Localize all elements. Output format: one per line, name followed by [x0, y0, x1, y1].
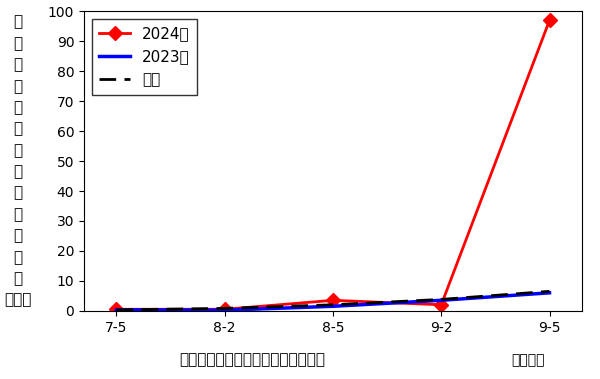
2023年 — [546, 291, 553, 295]
Legend: 2024年, 2023年, 平年: 2024年, 2023年, 平年 — [92, 19, 197, 95]
Text: い: い — [13, 164, 23, 179]
Text: ０: ０ — [13, 36, 23, 51]
Line: 2023年: 2023年 — [116, 293, 550, 310]
Text: た: た — [13, 100, 23, 115]
2024年 — [221, 307, 229, 312]
平年 — [329, 302, 337, 307]
Line: 平年: 平年 — [116, 291, 550, 310]
Line: 2024年: 2024年 — [112, 16, 554, 314]
2024年 — [437, 302, 445, 307]
平年 — [221, 306, 229, 311]
2024年 — [329, 298, 337, 302]
Text: 数: 数 — [13, 271, 23, 286]
平年 — [546, 289, 553, 294]
2023年 — [221, 308, 229, 312]
Text: （頭）: （頭） — [4, 293, 32, 308]
Text: り: り — [13, 122, 23, 136]
平年 — [437, 297, 445, 302]
Text: 虫: 虫 — [13, 250, 23, 265]
Text: １: １ — [13, 14, 23, 30]
Text: 当: 当 — [13, 79, 23, 94]
2023年 — [437, 298, 445, 302]
2023年 — [113, 308, 120, 312]
2023年 — [329, 304, 337, 309]
Text: ハスモンヨトウ幼虫の発生密度推移: ハスモンヨトウ幼虫の発生密度推移 — [179, 352, 325, 368]
Text: 落: 落 — [13, 186, 23, 200]
Text: 月－半旬: 月－半旬 — [511, 354, 545, 368]
2024年 — [546, 18, 553, 23]
Text: 幼: 幼 — [13, 229, 23, 243]
Text: 払: 払 — [13, 143, 23, 158]
Text: し: し — [13, 207, 23, 222]
Text: 株: 株 — [13, 57, 23, 72]
2024年 — [113, 307, 120, 312]
平年 — [113, 308, 120, 312]
